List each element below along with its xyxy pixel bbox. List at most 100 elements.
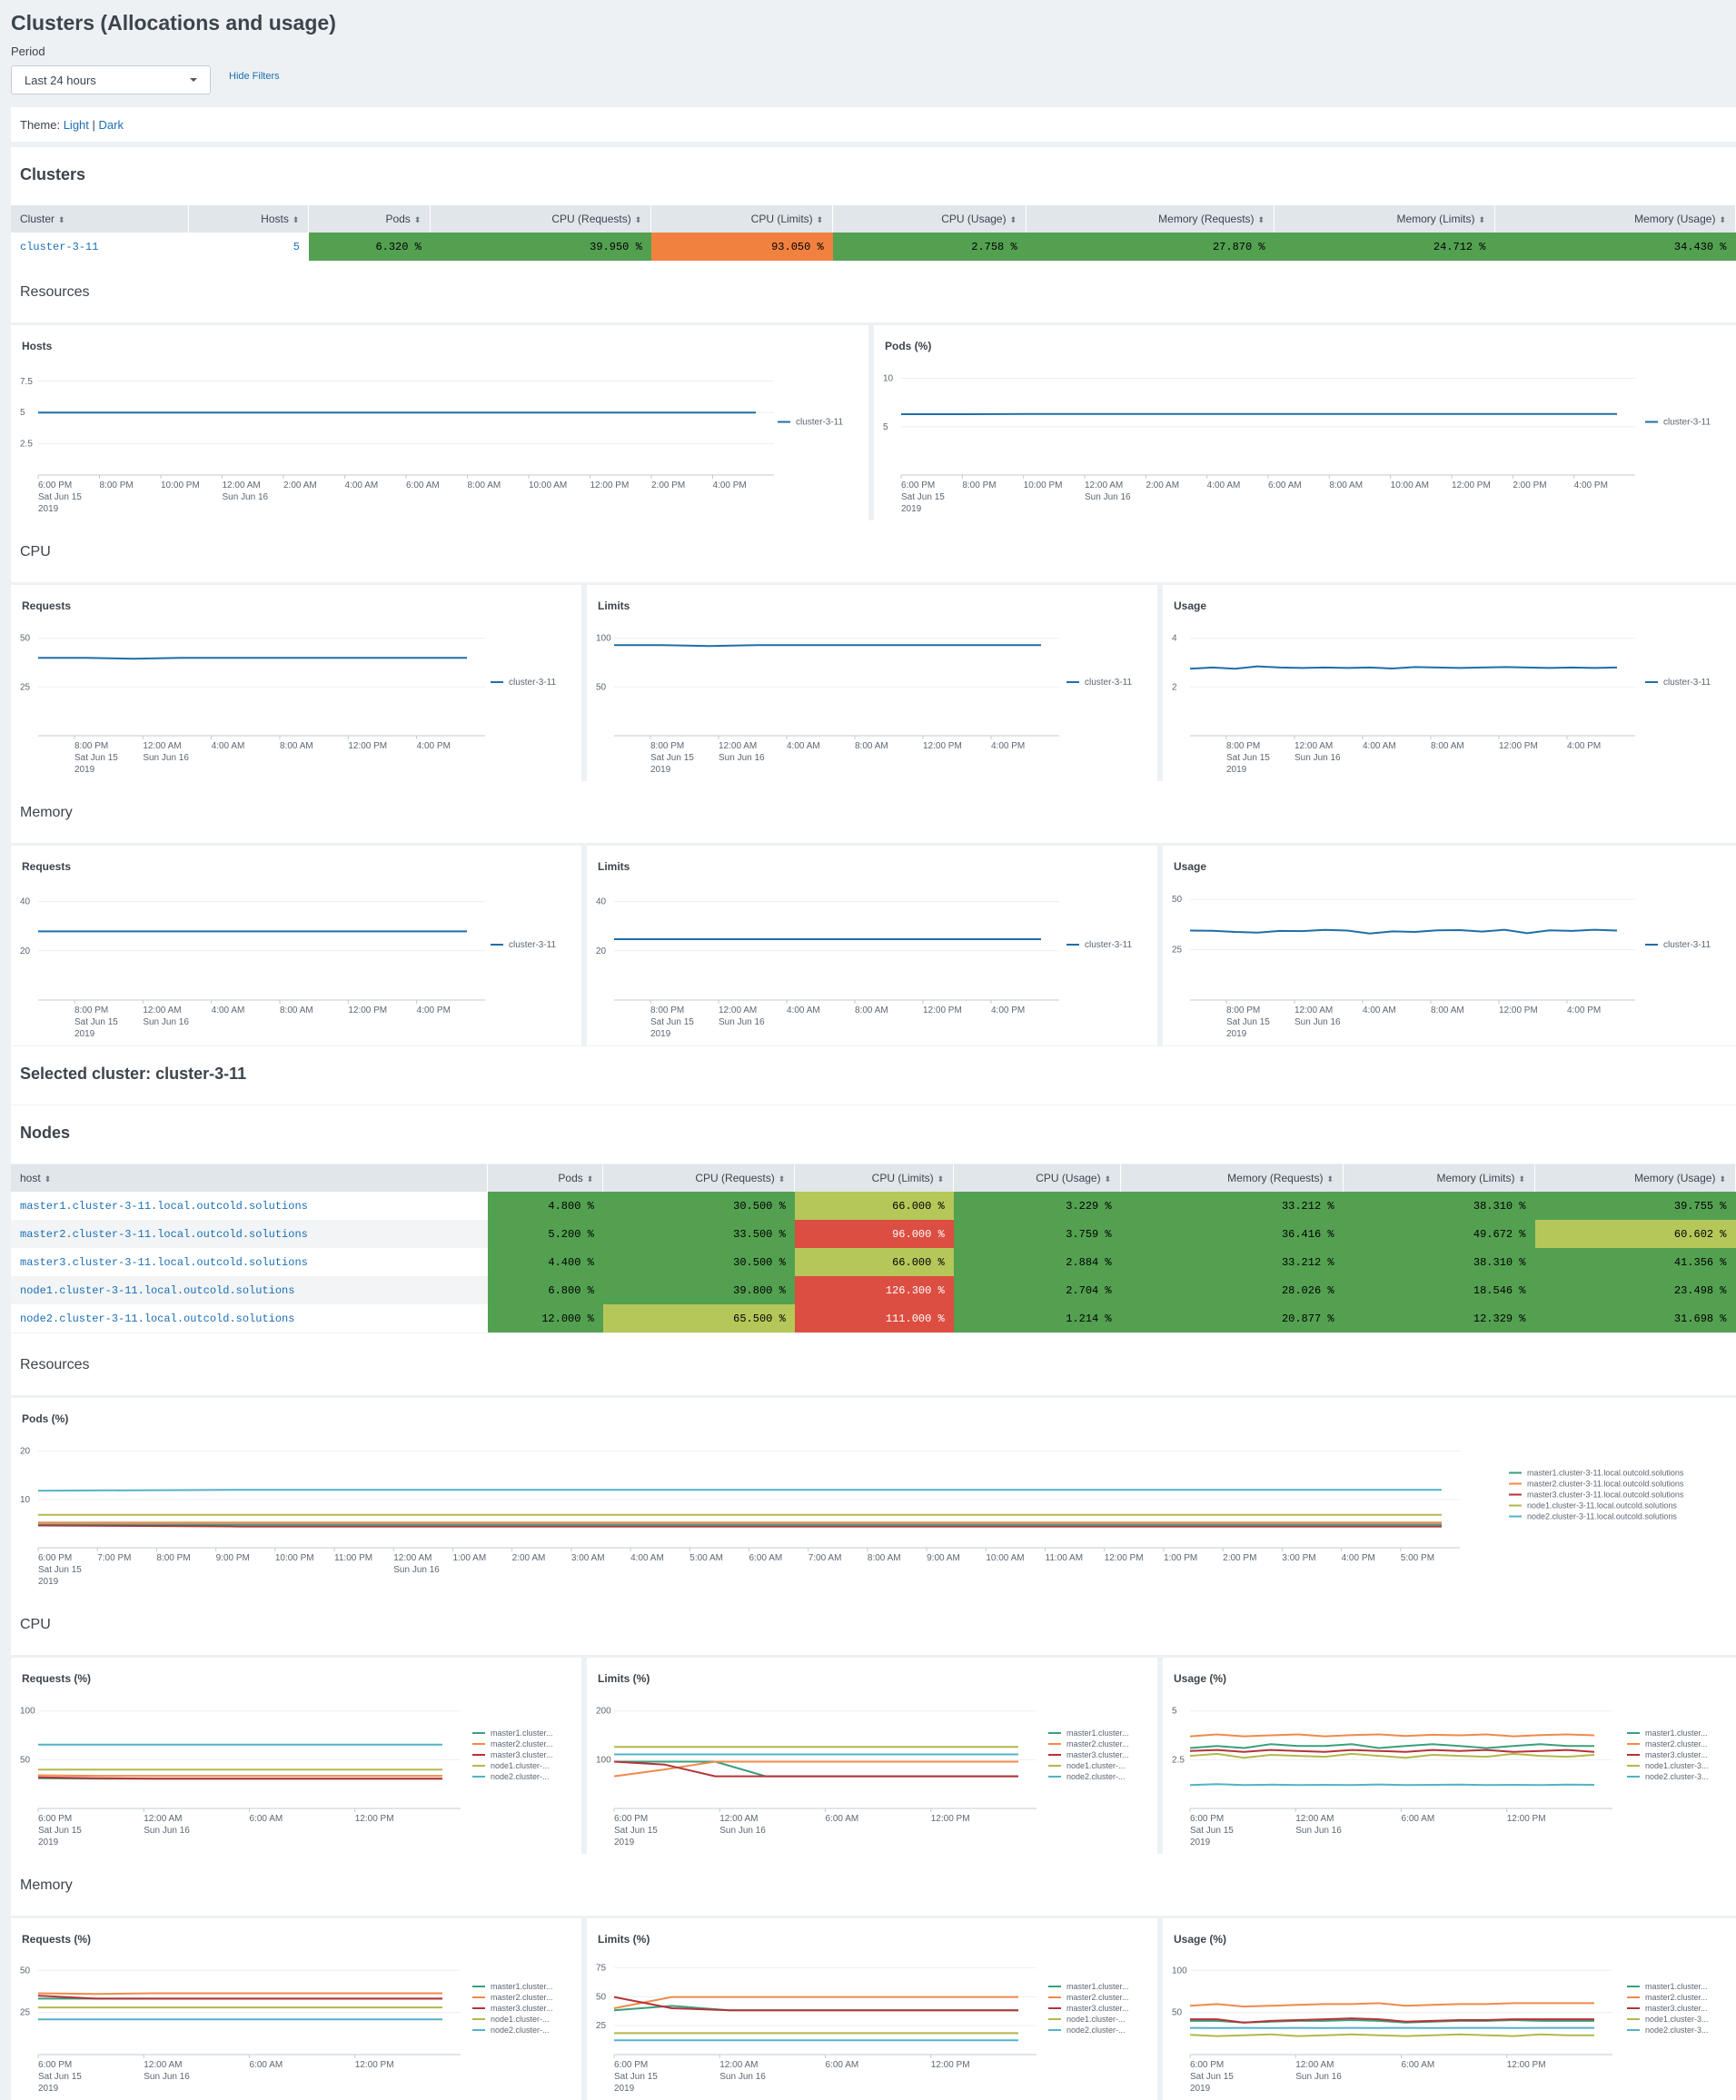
legend-item[interactable]: node1.cluster-... xyxy=(1066,1761,1126,1770)
x-tick-label: 6:00 PM Sat Jun 15 2019 xyxy=(38,2060,82,2094)
column-header[interactable]: CPU (Requests) ⬍ xyxy=(602,1164,796,1192)
legend-item[interactable]: node2.cluster-... xyxy=(1066,2026,1126,2035)
legend-item[interactable]: node2.cluster-3... xyxy=(1645,1772,1709,1781)
legend-item[interactable]: master3.cluster... xyxy=(1066,2004,1129,2013)
chart-title: Hosts xyxy=(22,340,53,352)
legend-item[interactable]: node2.cluster-... xyxy=(491,2026,550,2035)
legend-item[interactable]: node2.cluster-... xyxy=(491,1772,550,1781)
y-tick-label: 75 xyxy=(596,1963,607,1973)
legend-item[interactable]: node1.cluster-3-11.local.outcold.solutio… xyxy=(1527,1501,1677,1511)
column-header[interactable]: CPU (Usage) ⬍ xyxy=(832,205,1027,233)
legend-item[interactable]: node1.cluster-3... xyxy=(1645,1761,1709,1770)
legend-item[interactable]: master3.cluster-3-11.local.outcold.solut… xyxy=(1527,1491,1684,1500)
column-header[interactable]: Memory (Usage) ⬍ xyxy=(1494,205,1736,233)
host-link[interactable]: master2.cluster-3-11.local.outcold.solut… xyxy=(11,1220,488,1248)
legend-item[interactable]: master2.cluster... xyxy=(1066,1993,1129,2002)
column-header[interactable]: host ⬍ xyxy=(11,1164,489,1192)
legend-item[interactable]: cluster-3-11 xyxy=(1085,678,1132,688)
legend-item[interactable]: master1.cluster... xyxy=(1645,1982,1708,1991)
line-chart: 20 40 8:00 PM Sat Jun 15 2019 12:00 AM Sun Jun… xyxy=(20,897,556,1039)
host-link[interactable]: master1.cluster-3-11.local.outcold.solut… xyxy=(20,1199,308,1213)
column-header[interactable]: Memory (Limits) ⬍ xyxy=(1343,1164,1535,1192)
legend-item[interactable]: master2.cluster-3-11.local.outcold.solut… xyxy=(1527,1480,1684,1489)
column-header[interactable]: Memory (Limits) ⬍ xyxy=(1274,205,1495,233)
y-tick-label: 20 xyxy=(20,946,31,956)
legend-item[interactable]: master1.cluster... xyxy=(491,1982,553,1991)
column-header-label: CPU (Requests) xyxy=(695,1172,775,1184)
hosts-link[interactable]: 5 xyxy=(293,240,300,253)
chart-panel-mem-req: Requests 20 40 8:00 PM Sat Jun 15 2019 12:00 A… xyxy=(11,846,581,1045)
column-header[interactable]: CPU (Limits) ⬍ xyxy=(650,205,834,233)
y-tick-label: 50 xyxy=(20,634,31,644)
sort-icon: ⬍ xyxy=(292,215,300,224)
legend-item[interactable]: cluster-3-11 xyxy=(1663,678,1711,688)
legend-item[interactable]: master3.cluster... xyxy=(491,1750,553,1759)
legend-item[interactable]: master1.cluster... xyxy=(1066,1729,1129,1738)
legend-item[interactable]: node2.cluster-3... xyxy=(1645,2026,1709,2035)
legend-item[interactable]: master2.cluster... xyxy=(1645,1739,1708,1748)
legend-item[interactable]: cluster-3-11 xyxy=(1085,940,1132,950)
column-header[interactable]: Memory (Requests) ⬍ xyxy=(1120,1164,1344,1192)
legend-item[interactable]: node1.cluster-... xyxy=(491,1761,550,1770)
legend-item[interactable]: master1.cluster... xyxy=(1066,1982,1129,1991)
legend-item[interactable]: master1.cluster... xyxy=(1645,1729,1708,1738)
table-cell: 30.500 % xyxy=(602,1192,795,1220)
theme-light-link[interactable]: Light xyxy=(63,118,89,132)
x-tick-label: 10:00 PM xyxy=(161,480,200,490)
legend-item[interactable]: master3.cluster... xyxy=(1066,1750,1129,1759)
host-link[interactable]: master3.cluster-3-11.local.outcold.solut… xyxy=(20,1255,308,1269)
column-header[interactable]: Cluster ⬍ xyxy=(11,205,190,233)
column-header[interactable]: Pods ⬍ xyxy=(308,205,432,233)
table-row: node2.cluster-3-11.local.outcold.solutio… xyxy=(11,1304,1736,1332)
cluster-link[interactable]: cluster-3-11 xyxy=(20,240,99,253)
legend-item[interactable]: master2.cluster... xyxy=(491,1993,553,2002)
column-header[interactable]: CPU (Requests) ⬍ xyxy=(430,205,652,233)
x-tick-label: 6:00 AM xyxy=(250,1814,283,1824)
legend-item[interactable]: cluster-3-11 xyxy=(509,940,556,950)
table-cell: 111.000 % xyxy=(794,1304,954,1332)
y-tick-label: 50 xyxy=(596,682,607,692)
table-cell: 39.950 % xyxy=(430,233,651,261)
x-tick-label: 12:00 PM xyxy=(590,480,630,490)
x-tick-label: 2:00 AM xyxy=(1146,480,1179,490)
line-chart: 25 50 8:00 PM Sat Jun 15 2019 12:00 AM Sun Jun… xyxy=(1172,895,1711,1039)
hide-filters-link[interactable]: Hide Filters xyxy=(229,71,280,82)
legend-item[interactable]: master3.cluster... xyxy=(1645,2004,1708,2013)
column-header[interactable]: Memory (Requests) ⬍ xyxy=(1026,205,1275,233)
legend-item[interactable]: node1.cluster-... xyxy=(491,2015,550,2024)
theme-dark-link[interactable]: Dark xyxy=(98,118,124,132)
table-cell: 12.000 % xyxy=(487,1304,603,1332)
legend-item[interactable]: cluster-3-11 xyxy=(796,418,843,428)
legend-item[interactable]: node2.cluster-... xyxy=(1066,1772,1126,1781)
legend-item[interactable]: node1.cluster-... xyxy=(1066,2015,1126,2024)
table-cell: 20.877 % xyxy=(1120,1304,1344,1332)
column-header-label: CPU (Limits) xyxy=(750,213,813,225)
column-header-label: Hosts xyxy=(261,213,289,225)
column-header[interactable]: Memory (Usage) ⬍ xyxy=(1534,1164,1736,1192)
legend-item[interactable]: master1.cluster-3-11.local.outcold.solut… xyxy=(1527,1469,1684,1478)
x-tick-label: 4:00 PM xyxy=(991,1005,1025,1015)
legend-item[interactable]: node2.cluster-3-11.local.outcold.solutio… xyxy=(1527,1512,1677,1521)
column-header[interactable]: Pods ⬍ xyxy=(487,1164,604,1192)
legend-item[interactable]: master3.cluster... xyxy=(491,2004,553,2013)
period-dropdown[interactable]: Last 24 hours xyxy=(11,65,211,94)
legend-item[interactable]: master3.cluster... xyxy=(1645,1750,1708,1759)
column-header[interactable]: CPU (Usage) ⬍ xyxy=(953,1164,1122,1192)
legend-item[interactable]: master2.cluster... xyxy=(491,1739,553,1748)
column-header[interactable]: CPU (Limits) ⬍ xyxy=(794,1164,955,1192)
table-row: node1.cluster-3-11.local.outcold.solutio… xyxy=(11,1276,1736,1304)
x-tick-label: 12:00 AM Sun Jun 16 xyxy=(719,2060,766,2082)
legend-item[interactable]: cluster-3-11 xyxy=(1663,940,1711,950)
legend-item[interactable]: master1.cluster... xyxy=(491,1729,553,1738)
legend-item[interactable]: master2.cluster... xyxy=(1645,1993,1708,2002)
host-link[interactable]: node2.cluster-3-11.local.outcold.solutio… xyxy=(20,1312,295,1325)
legend-item[interactable]: node1.cluster-3... xyxy=(1645,2015,1709,2024)
legend-item[interactable]: master2.cluster... xyxy=(1066,1739,1129,1748)
column-header[interactable]: Hosts ⬍ xyxy=(188,205,310,233)
legend-item[interactable]: cluster-3-11 xyxy=(509,678,556,688)
table-cell: 12.329 % xyxy=(1343,1304,1535,1332)
host-link[interactable]: node1.cluster-3-11.local.outcold.solutio… xyxy=(11,1276,488,1304)
series-line xyxy=(614,644,1041,648)
x-tick-label: 6:00 AM xyxy=(250,2060,283,2070)
legend-item[interactable]: cluster-3-11 xyxy=(1663,418,1711,428)
